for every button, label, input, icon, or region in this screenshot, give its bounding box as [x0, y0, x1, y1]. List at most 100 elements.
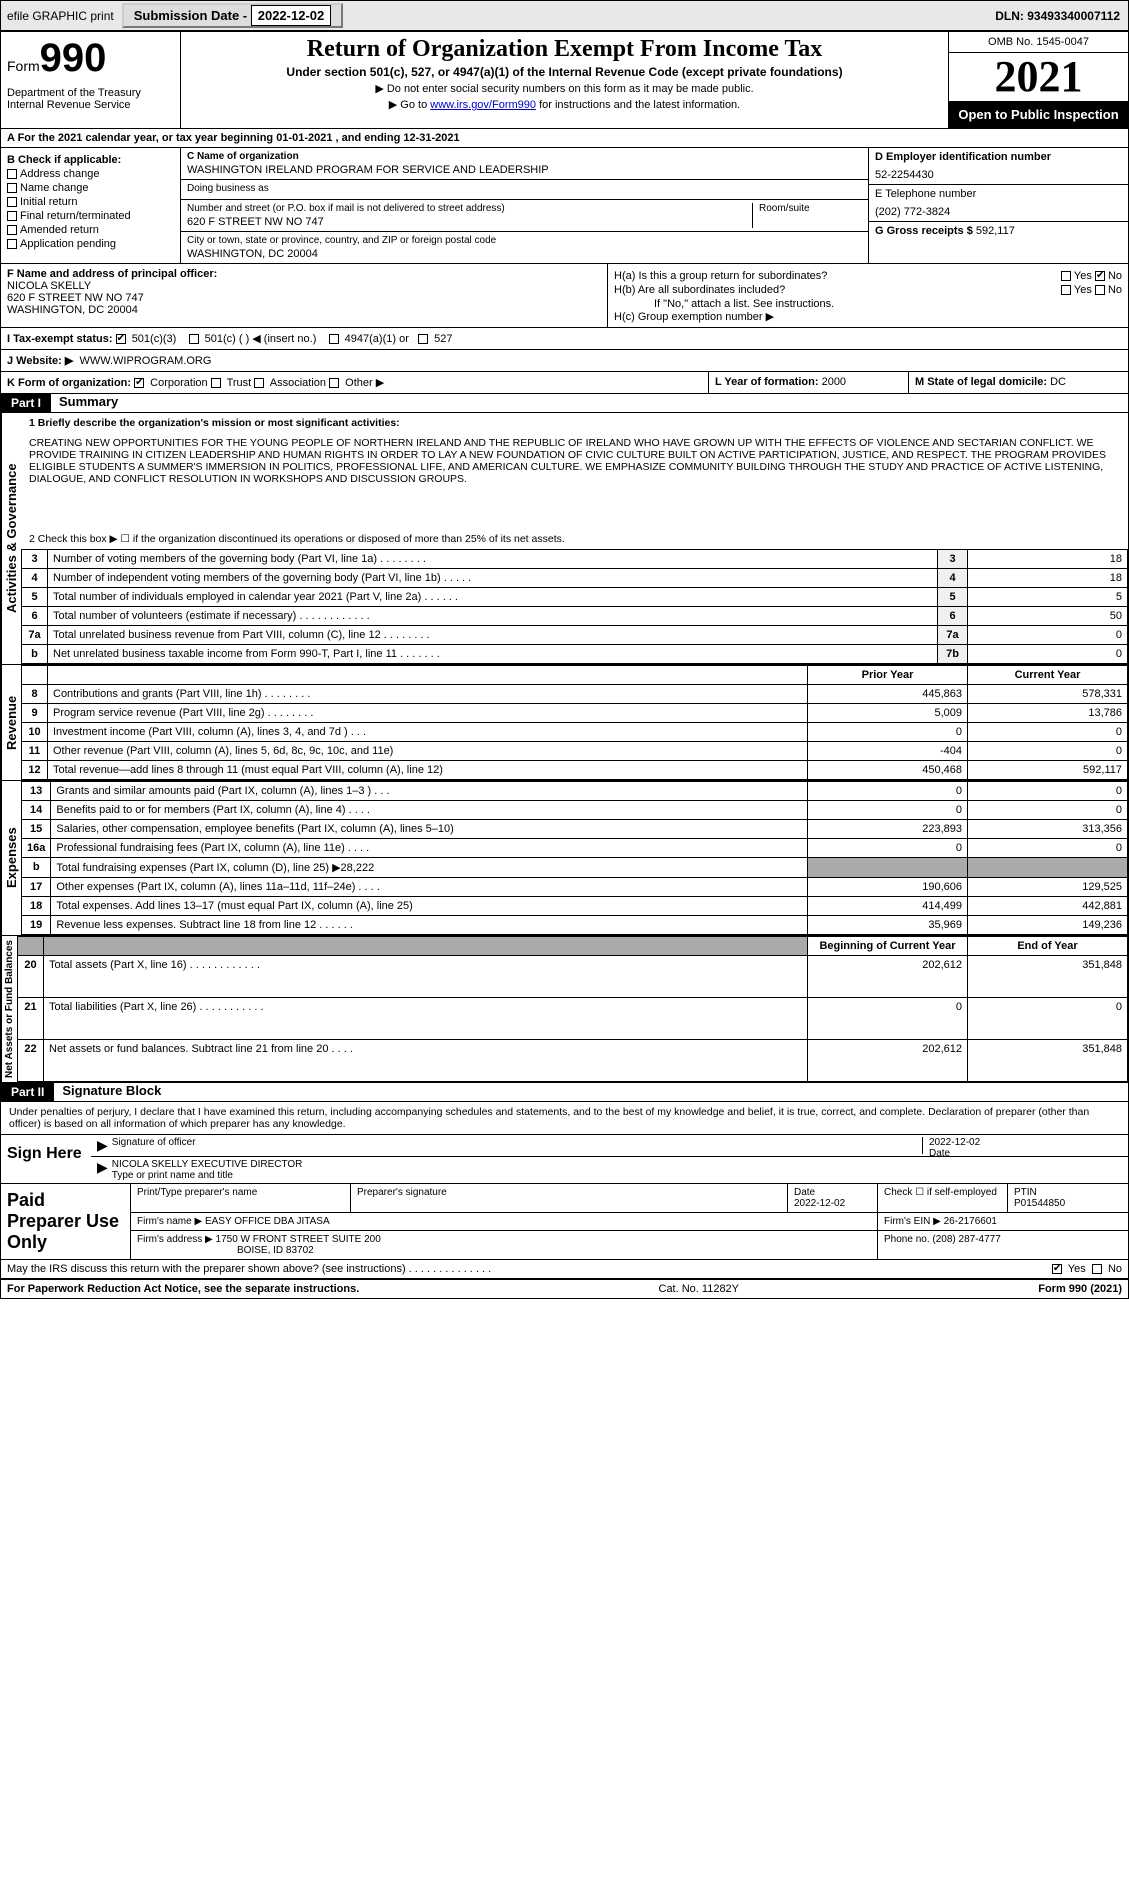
chk-discuss-yes[interactable]	[1052, 1264, 1062, 1274]
side-revenue: Revenue	[1, 665, 21, 780]
chk-trust[interactable]	[211, 378, 221, 388]
net-block: Net Assets or Fund Balances Beginning of…	[1, 936, 1128, 1083]
side-governance: Activities & Governance	[1, 413, 21, 664]
header-left: Form990 Department of the Treasury Inter…	[1, 32, 181, 128]
side-expenses: Expenses	[1, 781, 21, 935]
footer: For Paperwork Reduction Act Notice, see …	[1, 1279, 1128, 1298]
table-row: 11Other revenue (Part VIII, column (A), …	[22, 742, 1128, 761]
efile-label: efile GRAPHIC print	[1, 6, 120, 26]
officer-name: NICOLA SKELLY	[7, 280, 601, 292]
table-row: 17Other expenses (Part IX, column (A), l…	[22, 878, 1128, 897]
chk-name[interactable]	[7, 183, 17, 193]
table-row: 21Total liabilities (Part X, line 26) . …	[18, 998, 1128, 1040]
firm-ein: 26-2176601	[944, 1216, 997, 1227]
footer-mid: Cat. No. 11282Y	[359, 1283, 1038, 1295]
chk-4947[interactable]	[329, 334, 339, 344]
table-row: 18Total expenses. Add lines 13–17 (must …	[22, 897, 1128, 916]
dept: Department of the Treasury	[7, 87, 174, 99]
mission-text: CREATING NEW OPPORTUNITIES FOR THE YOUNG…	[21, 433, 1128, 489]
sign-here-row: Sign Here ▶ Signature of officer 2022-12…	[1, 1135, 1128, 1184]
submission-date-button[interactable]: Submission Date - 2022-12-02	[122, 3, 344, 28]
chk-501c3[interactable]	[116, 334, 126, 344]
section-fh: F Name and address of principal officer:…	[1, 264, 1128, 328]
city-zip: WASHINGTON, DC 20004	[187, 248, 862, 260]
gov-block: Activities & Governance 1 Briefly descri…	[1, 413, 1128, 665]
topbar: efile GRAPHIC print Submission Date - 20…	[0, 0, 1129, 31]
gross-receipts: 592,117	[976, 225, 1015, 237]
chk-address[interactable]	[7, 169, 17, 179]
firm-addr: 1750 W FRONT STREET SUITE 200	[216, 1234, 381, 1245]
row-a: A For the 2021 calendar year, or tax yea…	[1, 129, 1128, 148]
form-header: Form990 Department of the Treasury Inter…	[1, 32, 1128, 129]
chk-amended[interactable]	[7, 225, 17, 235]
row-j: J Website: ▶ WWW.WIPROGRAM.ORG	[1, 350, 1128, 372]
table-row: 8Contributions and grants (Part VIII, li…	[22, 685, 1128, 704]
header-mid: Return of Organization Exempt From Incom…	[181, 32, 948, 128]
table-row: 4Number of independent voting members of…	[22, 569, 1128, 588]
chk-assoc[interactable]	[254, 378, 264, 388]
chk-corp[interactable]	[134, 378, 144, 388]
perjury-decl: Under penalties of perjury, I declare th…	[1, 1102, 1128, 1135]
room-suite: Room/suite	[752, 203, 862, 228]
instr-ssn: ▶ Do not enter social security numbers o…	[189, 82, 940, 95]
chk-initial[interactable]	[7, 197, 17, 207]
table-row: 3Number of voting members of the governi…	[22, 550, 1128, 569]
chk-pending[interactable]	[7, 239, 17, 249]
tax-year: 2021	[949, 53, 1128, 101]
chk-other[interactable]	[329, 378, 339, 388]
instr-link: ▶ Go to www.irs.gov/Form990 for instruct…	[189, 98, 940, 111]
col-f: F Name and address of principal officer:…	[1, 264, 608, 327]
paid-preparer: Paid Preparer Use Only	[1, 1184, 131, 1259]
line1-label: 1 Briefly describe the organization's mi…	[21, 413, 1128, 433]
row-klm: K Form of organization: Corporation Trus…	[1, 372, 1128, 394]
firm-phone: (208) 287-4777	[932, 1234, 1000, 1245]
row-i: I Tax-exempt status: 501(c)(3) 501(c) ( …	[1, 328, 1128, 350]
table-row: 22Net assets or fund balances. Subtract …	[18, 1040, 1128, 1082]
chk-hb-yes[interactable]	[1061, 285, 1071, 295]
sig-date-val: 2022-12-02	[929, 1137, 1122, 1148]
exp-block: Expenses 13Grants and similar amounts pa…	[1, 781, 1128, 936]
side-net: Net Assets or Fund Balances	[1, 936, 17, 1082]
irs-link[interactable]: www.irs.gov/Form990	[430, 99, 536, 111]
rev-table: Prior YearCurrent Year 8Contributions an…	[21, 665, 1128, 780]
table-row: 20Total assets (Part X, line 16) . . . .…	[18, 956, 1128, 998]
chk-501c[interactable]	[189, 334, 199, 344]
table-row: 7aTotal unrelated business revenue from …	[22, 626, 1128, 645]
table-row: 15Salaries, other compensation, employee…	[22, 820, 1128, 839]
dln: DLN: 93493340007112	[987, 6, 1128, 26]
form-title: Return of Organization Exempt From Incom…	[189, 36, 940, 63]
table-row: 10Investment income (Part VIII, column (…	[22, 723, 1128, 742]
table-row: 9Program service revenue (Part VIII, lin…	[22, 704, 1128, 723]
table-row: 19Revenue less expenses. Subtract line 1…	[22, 916, 1128, 935]
col-b: B Check if applicable: Address change Na…	[1, 148, 181, 263]
gov-table: 3Number of voting members of the governi…	[21, 549, 1128, 664]
table-row: 14Benefits paid to or for members (Part …	[22, 801, 1128, 820]
state-domicile: DC	[1050, 376, 1066, 388]
footer-right: Form 990 (2021)	[1038, 1283, 1122, 1295]
chk-ha-yes[interactable]	[1061, 271, 1071, 281]
officer-addr2: WASHINGTON, DC 20004	[7, 304, 601, 316]
col-d: D Employer identification number 52-2254…	[868, 148, 1128, 263]
net-table: Beginning of Current YearEnd of Year 20T…	[17, 936, 1128, 1082]
paid-preparer-row: Paid Preparer Use Only Print/Type prepar…	[1, 1184, 1128, 1260]
col-h: H(a) Is this a group return for subordin…	[608, 264, 1128, 327]
officer-addr1: 620 F STREET NW NO 747	[7, 292, 601, 304]
irs: Internal Revenue Service	[7, 99, 174, 111]
form-main: Form990 Department of the Treasury Inter…	[0, 31, 1129, 1299]
col-c: C Name of organization WASHINGTON IRELAN…	[181, 148, 868, 263]
footer-left: For Paperwork Reduction Act Notice, see …	[7, 1283, 359, 1295]
rev-block: Revenue Prior YearCurrent Year 8Contribu…	[1, 665, 1128, 781]
table-row: 6Total number of volunteers (estimate if…	[22, 607, 1128, 626]
table-row: 5Total number of individuals employed in…	[22, 588, 1128, 607]
chk-discuss-no[interactable]	[1092, 1264, 1102, 1274]
sig-officer-name: NICOLA SKELLY EXECUTIVE DIRECTOR	[112, 1159, 1122, 1170]
form-subtitle: Under section 501(c), 527, or 4947(a)(1)…	[189, 65, 940, 79]
chk-ha-no[interactable]	[1095, 271, 1105, 281]
chk-final[interactable]	[7, 211, 17, 221]
chk-hb-no[interactable]	[1095, 285, 1105, 295]
org-name: WASHINGTON IRELAND PROGRAM FOR SERVICE A…	[187, 164, 862, 176]
street-address: 620 F STREET NW NO 747	[187, 216, 752, 228]
chk-527[interactable]	[418, 334, 428, 344]
part2-header: Part II Signature Block	[1, 1083, 1128, 1102]
ein: 52-2254430	[875, 169, 1122, 181]
